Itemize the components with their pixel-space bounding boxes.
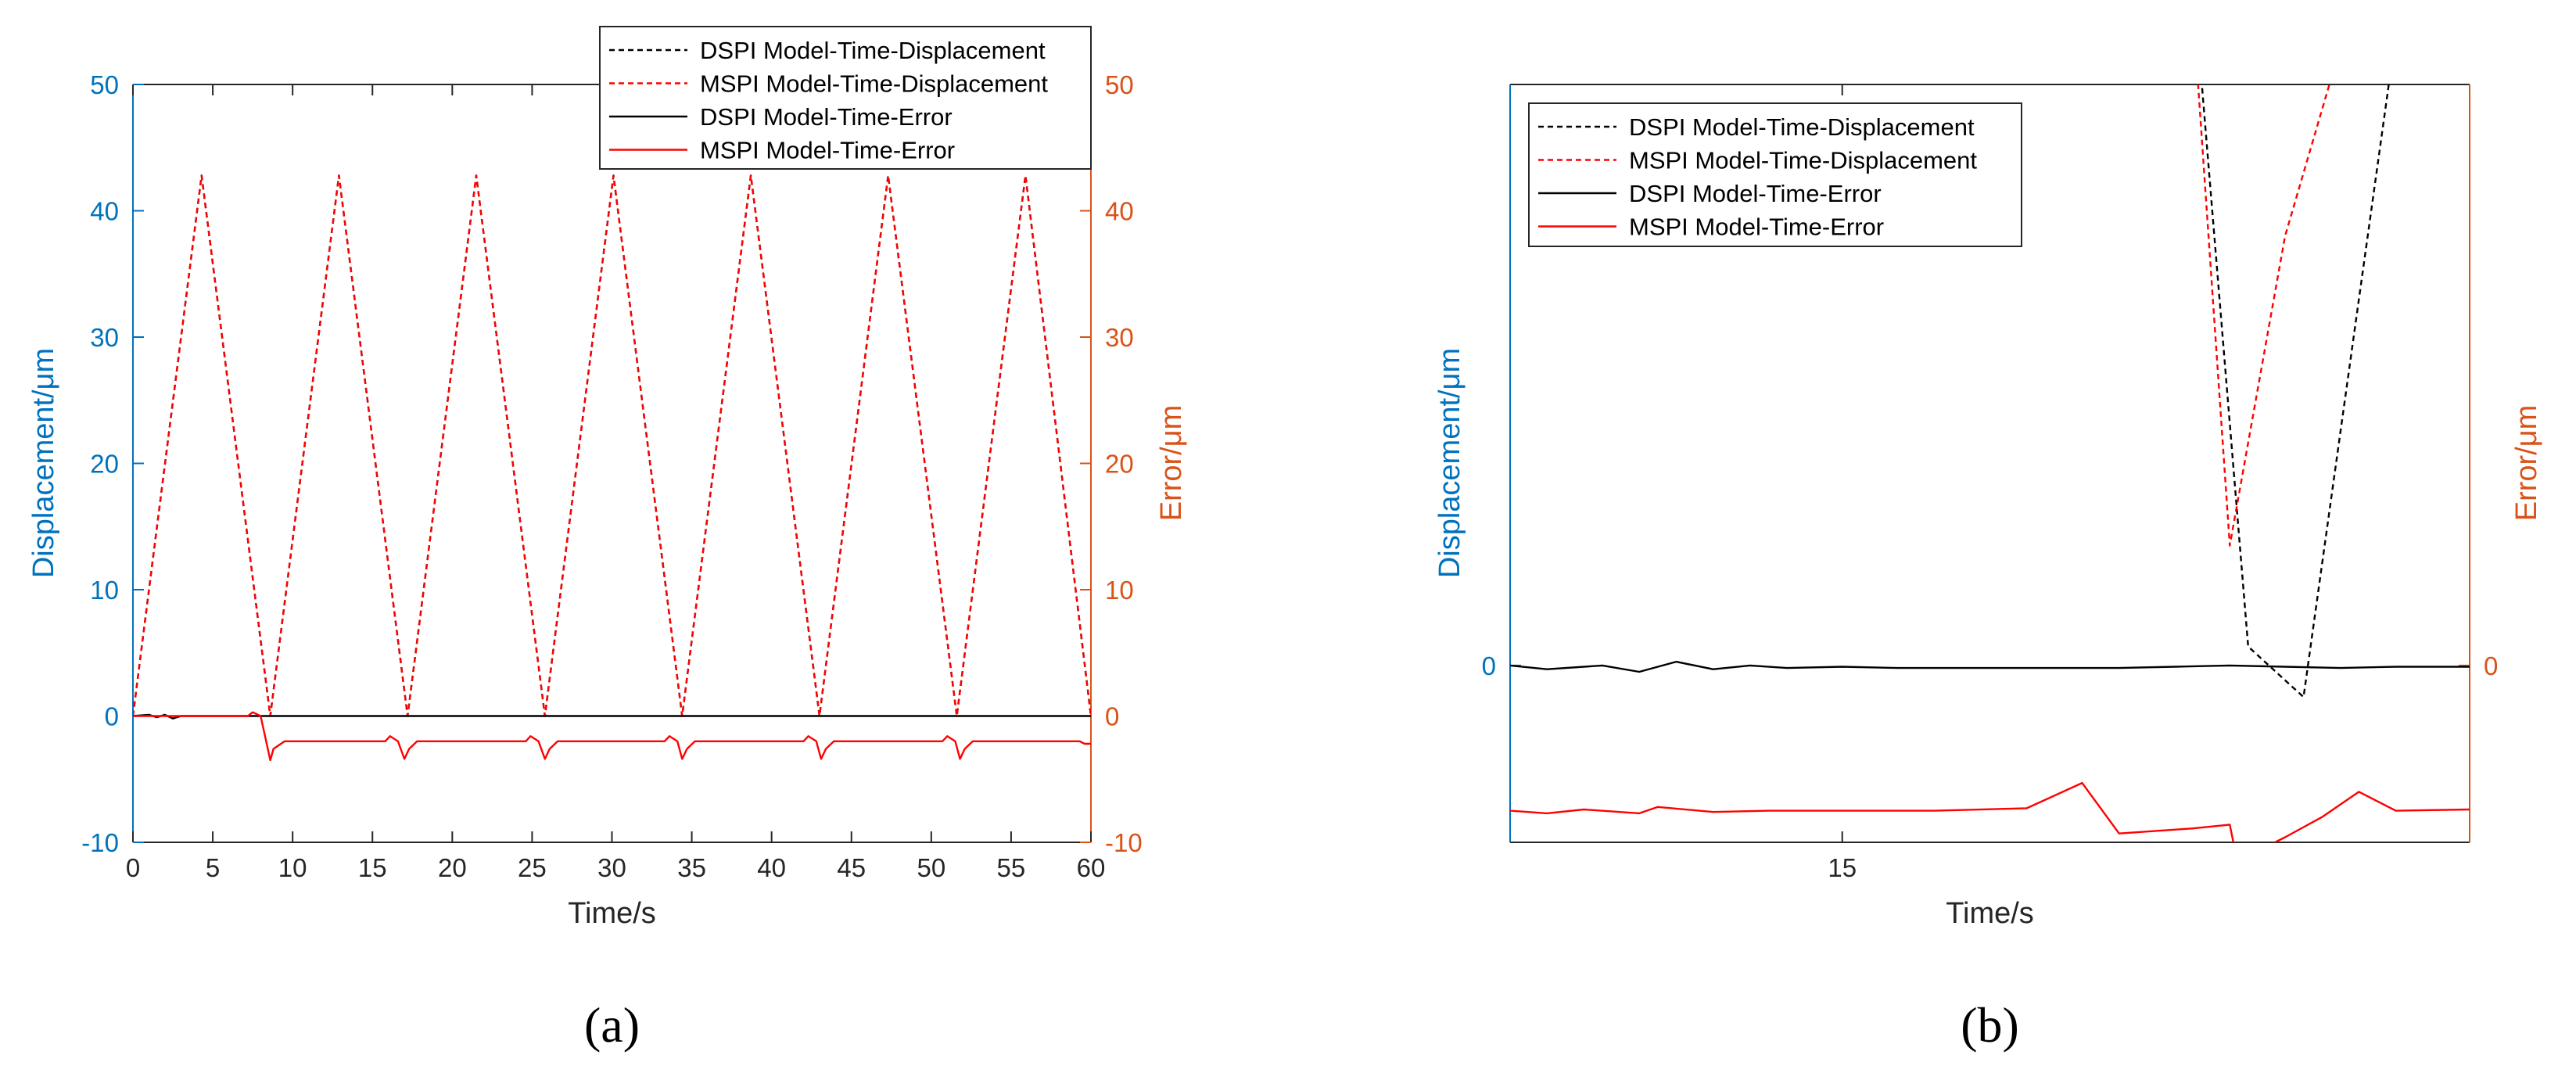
y-right-tick-label: -10 (1105, 828, 1143, 857)
series-line-2 (2197, 84, 2330, 547)
legend-label: DSPI Model-Time-Displacement (1629, 113, 1975, 141)
legend-label: DSPI Model-Time-Error (1629, 180, 1882, 207)
y-tick-label: 20 (90, 450, 119, 479)
x-tick-label: 45 (837, 853, 866, 882)
panel-label: (a) (584, 997, 640, 1053)
y-right-tick-label: 30 (1105, 323, 1134, 352)
y-tick-label: 30 (90, 323, 119, 352)
y-axis-label: Displacement/μm (1433, 348, 1466, 578)
legend-box (599, 26, 1092, 170)
legend-box (1528, 102, 2022, 247)
legend: DSPI Model-Time-Displacement MSPI Model-T… (599, 26, 1092, 170)
x-tick-label: 25 (518, 853, 547, 882)
series-line-2 (133, 174, 1091, 717)
y-tick-label: -10 (81, 828, 119, 857)
y-axis-label: Displacement/μm (27, 348, 60, 578)
series-line-4 (133, 711, 1091, 762)
x-tick-label: 55 (997, 853, 1026, 882)
x-axis-label: Time/s (1946, 897, 2034, 930)
series-group (133, 174, 1091, 762)
legend-label: MSPI Model-Time-Error (700, 137, 955, 164)
x-tick-label: 15 (1828, 853, 1857, 882)
y-tick-label: 0 (1482, 651, 1496, 680)
x-tick-label: 60 (1077, 853, 1106, 882)
x-axis-label: Time/s (568, 897, 656, 930)
y-right-axis-label: Error/μm (1155, 405, 1188, 522)
series-line-4 (1510, 781, 2470, 842)
series-line-3 (133, 713, 1091, 720)
chart-panel-b: 15 0 0 Time/s Displacement/μm Error/μm DSPI Mo… (1433, 84, 2543, 1053)
series-line-1 (2201, 84, 2390, 698)
series-line-3 (1510, 660, 2470, 673)
y-tick-label: 10 (90, 576, 119, 605)
x-tick-label: 35 (677, 853, 706, 882)
legend-label: DSPI Model-Time-Error (700, 103, 953, 131)
y-right-tick-label: 0 (1105, 702, 1119, 731)
series-group (1510, 84, 2470, 842)
y-right-tick-label: 40 (1105, 197, 1134, 226)
x-tick-label: 20 (438, 853, 467, 882)
y-right-tick-label: 10 (1105, 576, 1134, 605)
x-tick-label: 5 (206, 853, 220, 882)
y-right-tick-label: 0 (2484, 651, 2498, 680)
legend: DSPI Model-Time-Displacement MSPI Model-T… (1528, 102, 2022, 247)
panel-label: (b) (1961, 997, 2019, 1053)
y-right-tick-label: 50 (1105, 70, 1134, 99)
legend-label: DSPI Model-Time-Displacement (700, 37, 1046, 64)
x-tick-label: 30 (597, 853, 626, 882)
x-tick-label: 10 (278, 853, 307, 882)
y-tick-label: 50 (90, 70, 119, 99)
legend-label: MSPI Model-Time-Displacement (700, 70, 1048, 98)
chart-panel-a: 0 5 10 15 20 25 30 35 40 45 50 55 60-1001020304050-1… (27, 26, 1188, 1053)
legend-label: MSPI Model-Time-Displacement (1629, 147, 1977, 174)
x-tick-label: 15 (358, 853, 387, 882)
x-tick-label: 40 (757, 853, 786, 882)
x-tick-label: 0 (126, 853, 140, 882)
y-tick-label: 40 (90, 197, 119, 226)
x-tick-label: 50 (917, 853, 945, 882)
y-right-tick-label: 20 (1105, 450, 1134, 479)
y-right-axis-label: Error/μm (2510, 405, 2543, 522)
y-tick-label: 0 (105, 702, 119, 731)
legend-label: MSPI Model-Time-Error (1629, 214, 1884, 241)
